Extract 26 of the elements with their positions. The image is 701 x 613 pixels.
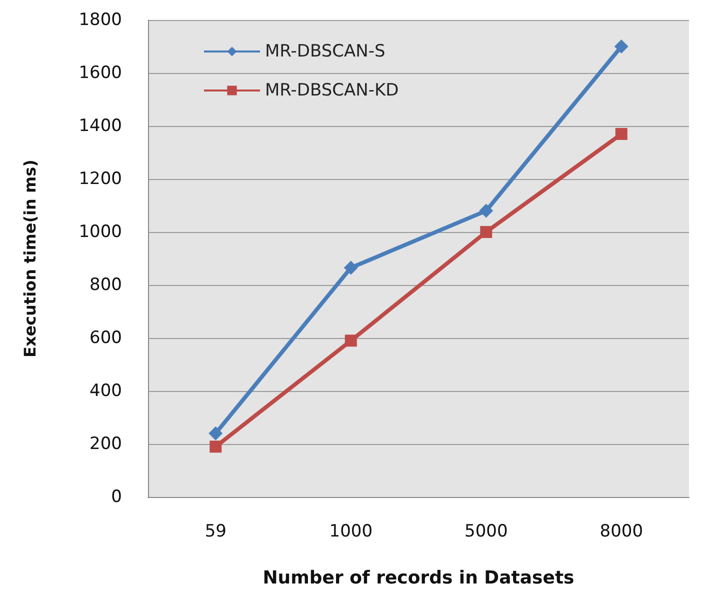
point bbox=[480, 226, 492, 238]
x-tick-label: 59 bbox=[204, 522, 226, 542]
y-tick-label: 600 bbox=[90, 328, 122, 348]
point bbox=[479, 204, 494, 218]
y-tick-label: 1800 bbox=[78, 10, 122, 30]
y-tick-label: 400 bbox=[90, 381, 122, 401]
y-tick-label: 0 bbox=[111, 487, 122, 507]
point bbox=[614, 40, 628, 54]
y-tick-label: 1400 bbox=[78, 116, 122, 136]
legend-label: MR-DBSCAN-S bbox=[265, 42, 386, 62]
y-tick-label: 1600 bbox=[78, 63, 122, 83]
point bbox=[344, 260, 358, 275]
y-tick-label: 1200 bbox=[78, 169, 122, 189]
y-tick-label: 1000 bbox=[78, 222, 122, 242]
legend-label: MR-DBSCAN-KD bbox=[265, 80, 399, 100]
x-axis-title: Number of records in Datasets bbox=[262, 568, 574, 588]
point bbox=[210, 440, 222, 453]
point bbox=[344, 334, 357, 347]
x-tick-label: 5000 bbox=[464, 522, 508, 542]
point bbox=[208, 426, 223, 440]
point bbox=[615, 128, 628, 140]
y-tick-label: 200 bbox=[90, 434, 122, 454]
x-tick-label: 1000 bbox=[329, 522, 373, 542]
y-tick-label: 800 bbox=[90, 275, 122, 295]
y-axis-title: Execution time(in ms) bbox=[20, 160, 40, 358]
x-tick-label: 8000 bbox=[600, 522, 644, 542]
